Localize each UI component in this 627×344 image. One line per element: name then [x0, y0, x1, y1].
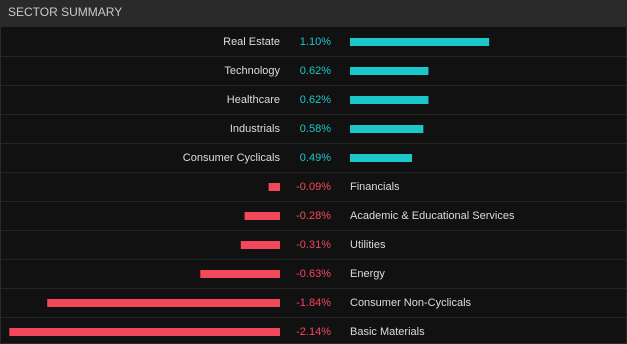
value-label: -0.09% [296, 181, 331, 193]
value-label: -0.63% [296, 268, 331, 280]
category-label: Consumer Cyclicals [183, 152, 281, 164]
value-label: -0.28% [296, 210, 331, 222]
bar [350, 125, 424, 133]
category-label: Basic Materials [350, 326, 425, 338]
value-label: 0.58% [300, 123, 331, 135]
bar [268, 183, 280, 191]
category-label: Technology [224, 65, 280, 77]
bar [200, 270, 280, 278]
value-label: 0.62% [300, 94, 331, 106]
header-bar [0, 0, 627, 26]
bar [350, 38, 490, 46]
value-label: 0.62% [300, 65, 331, 77]
value-label: -1.84% [296, 297, 331, 309]
bar [240, 241, 280, 249]
value-label: 0.49% [300, 152, 331, 164]
category-label: Healthcare [227, 94, 280, 106]
category-label: Real Estate [223, 36, 280, 48]
category-label: Academic & Educational Services [350, 210, 515, 222]
bar [244, 212, 280, 220]
value-label: -2.14% [296, 326, 331, 338]
category-label: Utilities [350, 239, 386, 251]
category-label: Financials [350, 181, 400, 193]
bar [47, 299, 280, 307]
bar [350, 154, 412, 162]
category-label: Industrials [230, 123, 281, 135]
bar [9, 328, 280, 336]
bar [350, 67, 429, 75]
panel [0, 26, 627, 344]
category-label: Energy [350, 268, 385, 280]
bar [350, 96, 429, 104]
value-label: 1.10% [300, 36, 331, 48]
chart-title: SECTOR SUMMARY [8, 5, 122, 19]
value-label: -0.31% [296, 239, 331, 251]
category-label: Consumer Non-Cyclicals [350, 297, 472, 309]
